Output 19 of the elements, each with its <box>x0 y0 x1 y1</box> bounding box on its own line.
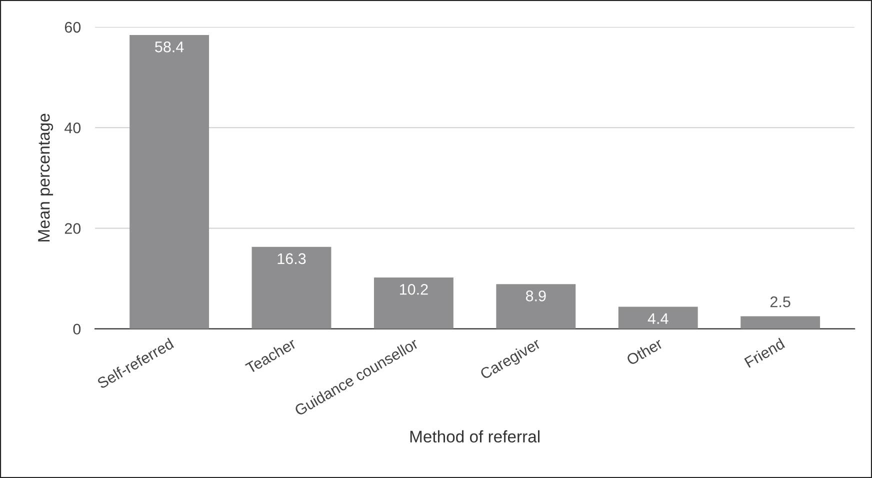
data-label: 16.3 <box>278 253 306 264</box>
data-label: 10.2 <box>400 284 428 295</box>
bar <box>252 246 332 329</box>
data-label: 58.4 <box>155 41 184 52</box>
x-tick-label: Other <box>626 337 664 366</box>
data-label: 4.4 <box>648 313 668 324</box>
data-label: 8.9 <box>526 290 546 302</box>
data-label: 2.5 <box>770 296 790 308</box>
bar <box>130 35 210 329</box>
bar <box>740 316 820 329</box>
bar <box>618 306 698 329</box>
y-tick-label: 60 <box>64 22 81 33</box>
y-axis-title: Mean percentage <box>38 114 54 242</box>
x-axis-title: Method of referral <box>410 430 540 443</box>
y-tick-label: 20 <box>64 223 81 234</box>
bar <box>374 278 454 329</box>
y-tick-label: 0 <box>73 324 81 335</box>
bar <box>496 284 576 329</box>
y-tick-label: 40 <box>64 122 81 134</box>
